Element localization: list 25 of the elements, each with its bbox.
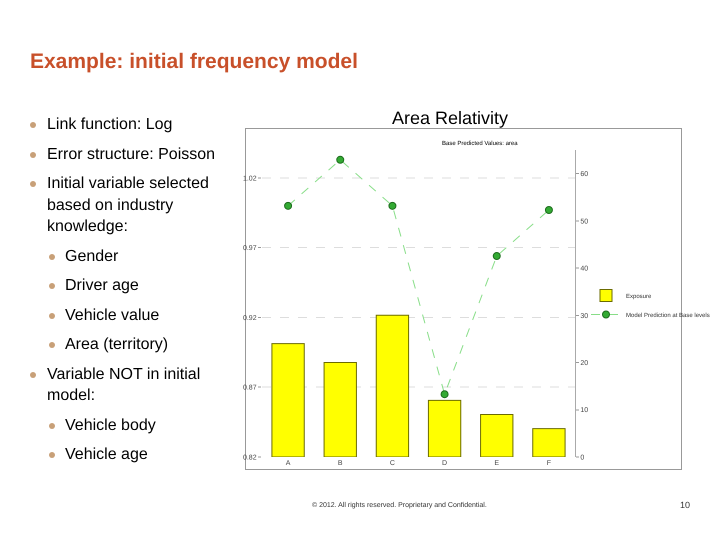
bar [271, 343, 305, 457]
point [544, 206, 553, 214]
text: Gender [30, 246, 230, 267]
text: Vehicle body [30, 414, 230, 436]
text: Vehicle age [30, 444, 230, 466]
bar [480, 414, 514, 457]
bar [324, 362, 357, 457]
text: Initial variable selected based on industry knowledge: [30, 173, 230, 238]
text: Driver age [30, 275, 230, 296]
text: Error structure: Poisson [30, 144, 230, 165]
point [492, 252, 501, 260]
text: Vehicle value [30, 304, 230, 326]
bar [376, 314, 410, 457]
point [336, 156, 344, 164]
point [440, 390, 449, 398]
text: Link function: Log [30, 114, 230, 136]
text: Variable NOT in initial model: [30, 364, 230, 406]
text: 10 [680, 500, 690, 510]
chart-subtitle: Area Relativity [390, 108, 510, 129]
text: Area (territory) [30, 334, 230, 356]
bar [428, 400, 462, 457]
bar [532, 428, 566, 457]
chart-title: Example: initial frequency model [30, 50, 358, 74]
point [388, 202, 396, 210]
point [284, 202, 292, 210]
